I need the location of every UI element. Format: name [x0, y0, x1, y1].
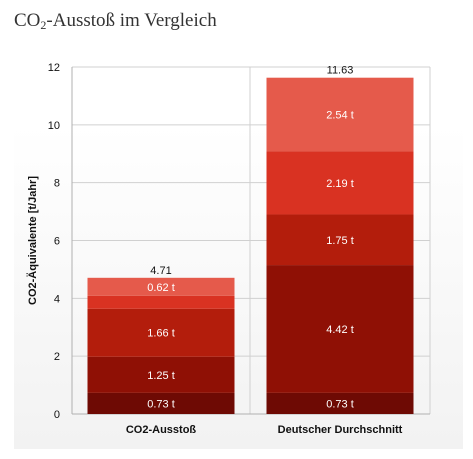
- y-tick-label: 2: [54, 351, 60, 363]
- segment-value-label: 1.66 t: [147, 328, 175, 340]
- y-tick-label: 12: [48, 62, 60, 74]
- bar-segment: [266, 265, 414, 393]
- segment-value-label: 2.54 t: [326, 109, 354, 121]
- bar-segment: [266, 77, 414, 152]
- segment-value-label: 1.25 t: [147, 370, 175, 382]
- y-axis-title: CO2-Äquivalente [t/Jahr]: [26, 176, 39, 305]
- page-title: CO2-Ausstoß im Vergleich: [14, 10, 217, 32]
- x-category-label: Deutscher Durchschnitt: [278, 424, 403, 436]
- bar-total-label: 4.71: [150, 265, 171, 277]
- bar-segment: [87, 295, 235, 309]
- y-tick-label: 10: [48, 120, 60, 132]
- segment-value-label: 2.19 t: [326, 178, 354, 190]
- bar-segment: [87, 356, 235, 393]
- bar-segment: [266, 151, 414, 215]
- segment-value-label: 1.75 t: [326, 235, 354, 247]
- bar-segment: [87, 308, 235, 357]
- segment-value-label: 0.73 t: [326, 398, 354, 410]
- y-tick-label: 8: [54, 178, 60, 190]
- bar-segment: [266, 214, 414, 266]
- bar-segment: [87, 277, 235, 296]
- segment-value-label: 4.42 t: [326, 324, 354, 336]
- y-tick-label: 0: [54, 409, 60, 421]
- bar-segment: [87, 392, 235, 414]
- bar-total-label: 11.63: [327, 65, 354, 77]
- y-tick-label: 6: [54, 236, 60, 248]
- x-category-label: CO2-Ausstoß: [126, 424, 197, 436]
- segment-value-label: 0.62 t: [147, 282, 175, 294]
- bar-segment: [266, 392, 414, 414]
- y-tick-label: 4: [54, 293, 60, 305]
- segment-value-label: 0.73 t: [147, 398, 175, 410]
